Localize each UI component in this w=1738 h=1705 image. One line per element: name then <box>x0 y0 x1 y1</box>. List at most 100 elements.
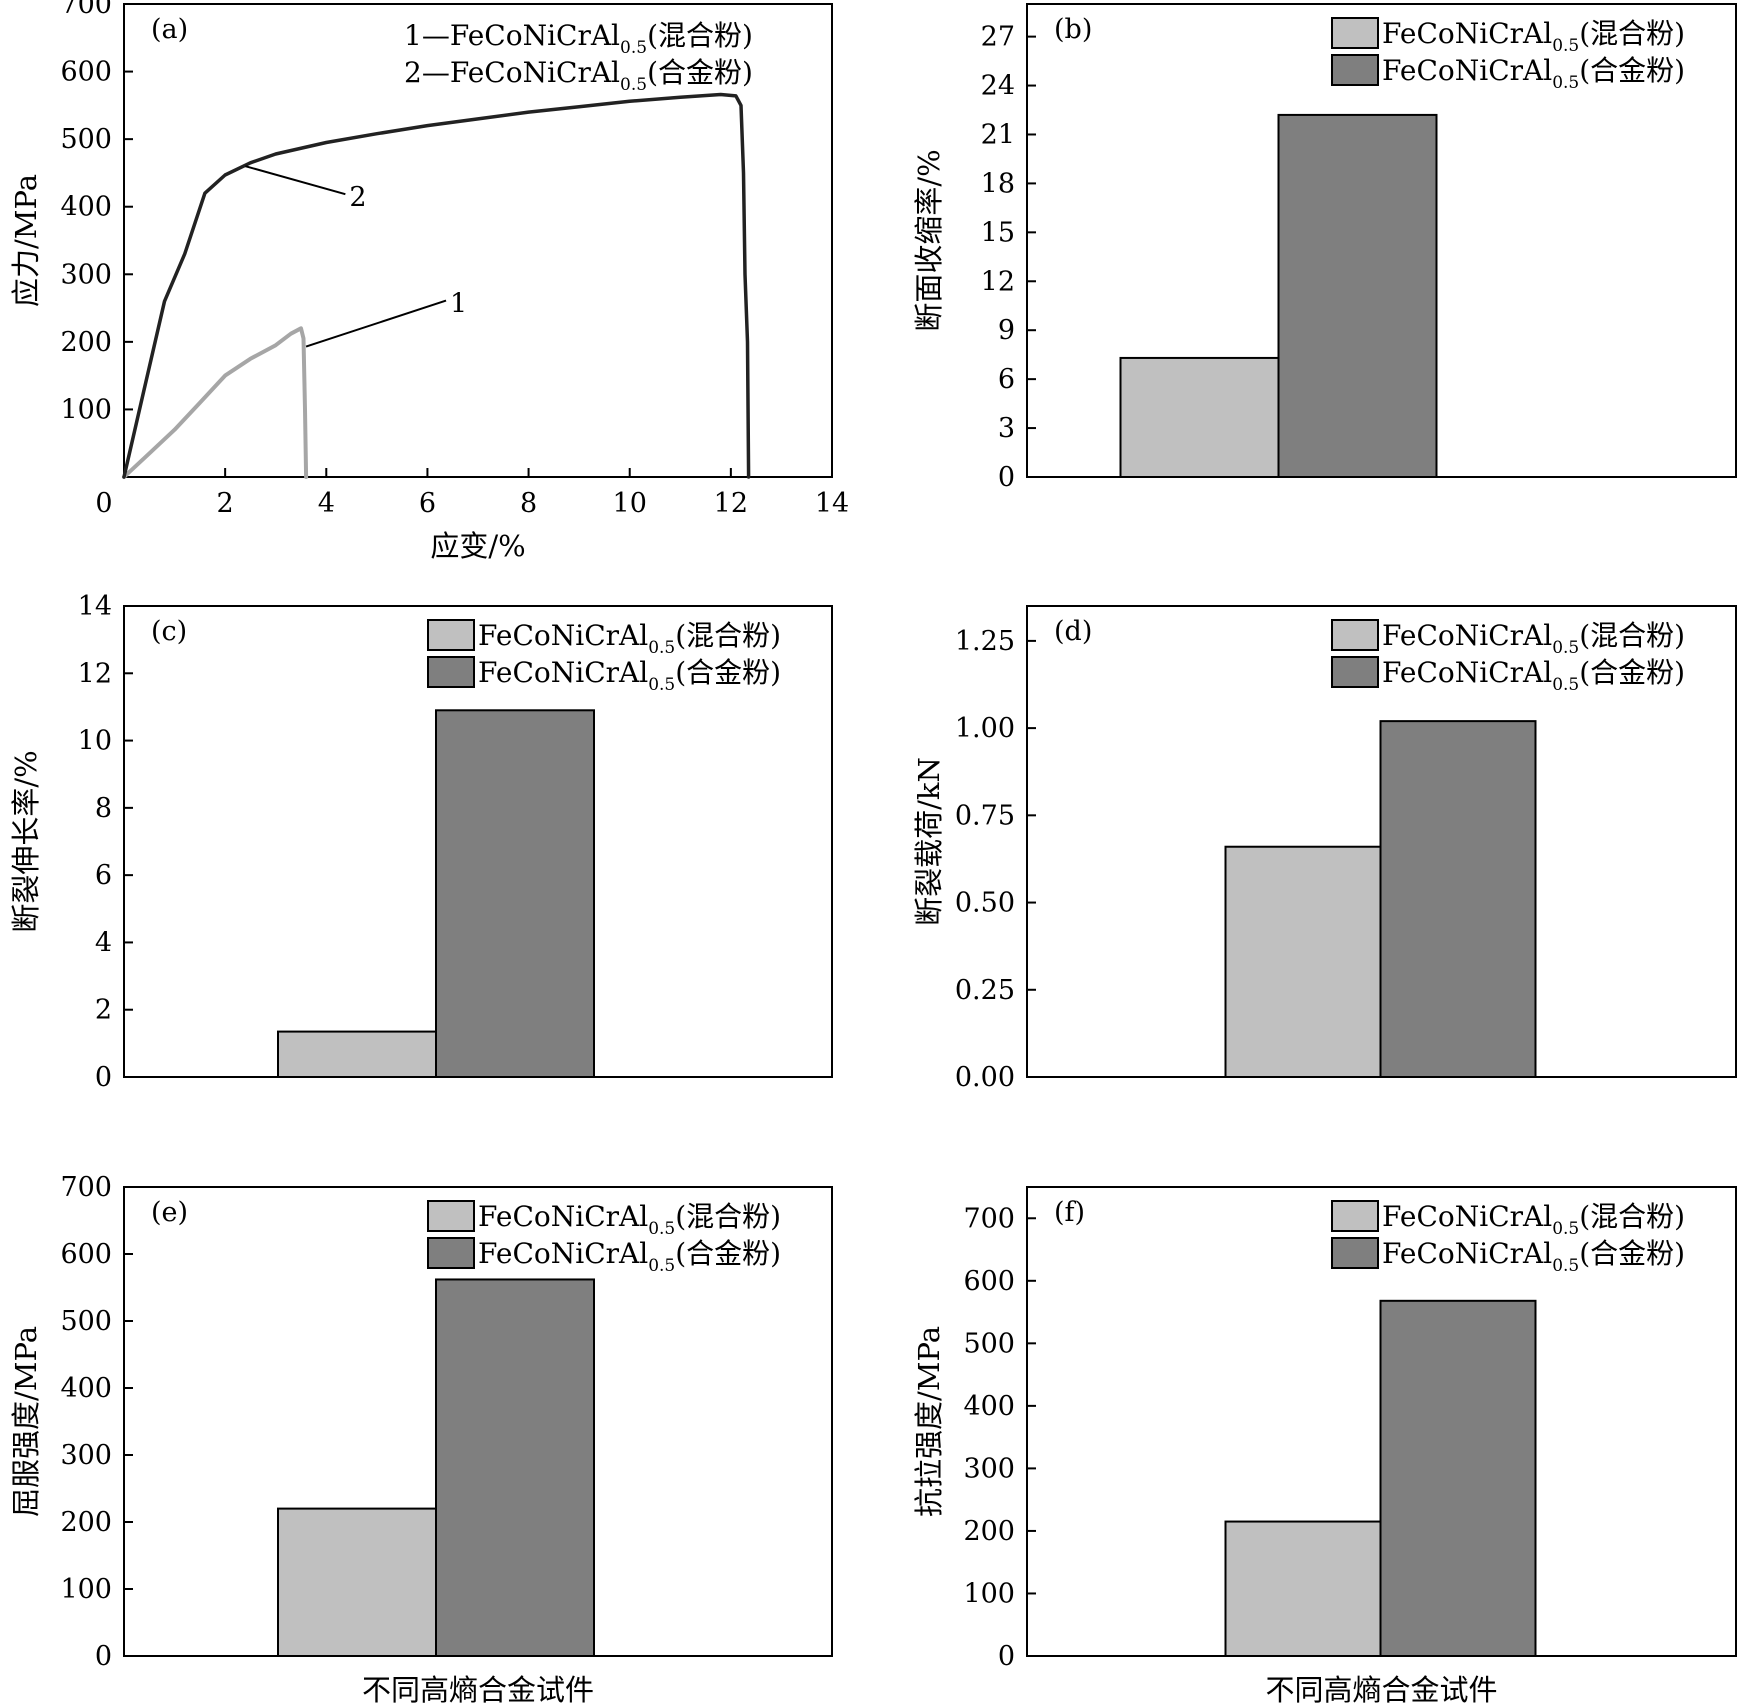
legend-subscript: 0.5 <box>648 638 675 658</box>
x-axis-title: 不同高熵合金试件 <box>362 1673 594 1705</box>
y-tick-label: 100 <box>60 394 112 425</box>
legend-swatch <box>1331 17 1379 49</box>
panel-letter: (f) <box>1054 1197 1085 1228</box>
legend-suffix: (混合粉) <box>647 19 753 52</box>
y-tick-label: 0.75 <box>955 800 1015 831</box>
x-axis-title: 不同高熵合金试件 <box>1265 1673 1497 1705</box>
legend-label: FeCoNiCrAl0.5(合金粉) <box>1382 54 1685 93</box>
y-tick-label: 10 <box>78 726 112 757</box>
legend-subscript: 0.5 <box>648 1256 675 1276</box>
bar-mixed <box>1224 845 1382 1078</box>
y-tick-label: 400 <box>60 1373 112 1404</box>
x-tick-label: 14 <box>815 488 849 519</box>
y-tick-label: 700 <box>60 1172 112 1203</box>
y-tick-label: 500 <box>60 124 112 155</box>
bar-mixed <box>1224 1520 1382 1658</box>
y-tick-label: 300 <box>60 1440 112 1471</box>
y-tick-label: 700 <box>963 1203 1015 1234</box>
y-tick-label: 0 <box>998 462 1015 493</box>
legend-suffix: (合金粉) <box>1579 1237 1685 1270</box>
legend-name: FeCoNiCrAl <box>1382 54 1552 87</box>
legend-name: FeCoNiCrAl <box>450 19 620 52</box>
y-tick-label: 27 <box>981 22 1015 53</box>
x-tick-label: 2 <box>217 488 234 519</box>
panel-letter: (c) <box>151 616 187 647</box>
y-axis-title: 断面收缩率/% <box>912 149 946 331</box>
legend-swatch <box>427 1237 475 1269</box>
y-tick-label: 4 <box>95 927 112 958</box>
y-tick-label: 9 <box>998 315 1015 346</box>
y-tick-label: 2 <box>95 995 112 1026</box>
y-tick-label: 1.00 <box>955 713 1015 744</box>
x-tick-label: 0 <box>95 488 112 519</box>
x-tick-label: 4 <box>318 488 335 519</box>
bar-mixed <box>277 1030 437 1079</box>
y-tick-label: 0 <box>95 1641 112 1672</box>
legend-suffix: (合金粉) <box>647 56 753 89</box>
panel-letter: (a) <box>151 14 188 45</box>
legend-name: FeCoNiCrAl <box>478 656 648 689</box>
legend-name: FeCoNiCrAl <box>450 56 620 89</box>
panel-e: 0 100 200 300 400 500 600 700 屈服强度/MPa 不同高熵合金试件 (e… <box>9 1172 833 1705</box>
legend-suffix: (合金粉) <box>675 656 781 689</box>
y-tick-label: 500 <box>60 1306 112 1337</box>
legend-name: FeCoNiCrAl <box>478 619 648 652</box>
y-tick-label: 21 <box>981 119 1015 150</box>
bar-alloy <box>1277 113 1438 479</box>
y-tick-label: 600 <box>963 1266 1015 1297</box>
y-axis-title: 断裂载荷/kN <box>912 757 946 926</box>
legend-label: FeCoNiCrAl0.5(合金粉) <box>1382 656 1685 695</box>
legend-prefix: 2— <box>404 56 450 89</box>
y-tick-label: 700 <box>60 0 112 20</box>
x-axis-title: 应变/% <box>430 529 525 563</box>
y-tick-label: 600 <box>60 1239 112 1270</box>
legend-subscript: 0.5 <box>648 675 675 695</box>
legend-subscript: 0.5 <box>620 75 647 95</box>
bar-alloy <box>1379 1299 1537 1657</box>
legend-subscript: 0.5 <box>1552 1256 1579 1276</box>
legend-label: FeCoNiCrAl0.5(混合粉) <box>1382 17 1685 56</box>
plot-frame <box>123 3 833 478</box>
series-line-1 <box>122 326 309 479</box>
legend-name: FeCoNiCrAl <box>1382 17 1552 50</box>
legend-name: FeCoNiCrAl <box>1382 1200 1552 1233</box>
bar-alloy <box>1379 720 1537 1079</box>
annotation-leader <box>305 299 447 348</box>
legend-suffix: (合金粉) <box>1579 656 1685 689</box>
y-tick-label: 300 <box>60 259 112 290</box>
y-tick-label: 0.25 <box>955 975 1015 1006</box>
legend-subscript: 0.5 <box>1552 36 1579 56</box>
series-line-2 <box>122 92 751 479</box>
panel-a: 100 200 300 400 500 600 700 应力/MPa 应变/% (a) 0 2 4 6 8 1… <box>9 0 849 563</box>
legend-label: FeCoNiCrAl0.5(混合粉) <box>1382 619 1685 658</box>
legend-suffix: (合金粉) <box>675 1237 781 1270</box>
legend-name: FeCoNiCrAl <box>1382 619 1552 652</box>
legend-suffix: (混合粉) <box>675 1200 781 1233</box>
legend-swatch <box>1331 1237 1379 1269</box>
y-tick-label: 600 <box>60 57 112 88</box>
legend-suffix: (混合粉) <box>1579 619 1685 652</box>
y-tick-label: 6 <box>95 860 112 891</box>
legend-swatch <box>1331 656 1379 688</box>
legend-swatch <box>1331 1200 1379 1232</box>
legend-subscript: 0.5 <box>1552 73 1579 93</box>
y-tick-label: 12 <box>981 266 1015 297</box>
y-tick-label: 12 <box>78 658 112 689</box>
y-axis-title: 屈服强度/MPa <box>9 1326 43 1517</box>
legend-label: 1—FeCoNiCrAl0.5(混合粉) <box>404 19 753 58</box>
y-tick-label: 400 <box>963 1391 1015 1422</box>
y-tick-label: 100 <box>60 1574 112 1605</box>
y-tick-label: 200 <box>60 1507 112 1538</box>
annotation-leader <box>245 165 346 196</box>
panel-letter: (b) <box>1054 14 1092 45</box>
legend-subscript: 0.5 <box>1552 638 1579 658</box>
y-tick-label: 0 <box>95 1062 112 1093</box>
legend-label: FeCoNiCrAl0.5(混合粉) <box>1382 1200 1685 1239</box>
legend-label: FeCoNiCrAl0.5(合金粉) <box>478 1237 781 1276</box>
legend-swatch <box>427 1200 475 1232</box>
y-axis-title: 抗拉强度/MPa <box>912 1326 946 1517</box>
y-tick-label: 8 <box>95 793 112 824</box>
